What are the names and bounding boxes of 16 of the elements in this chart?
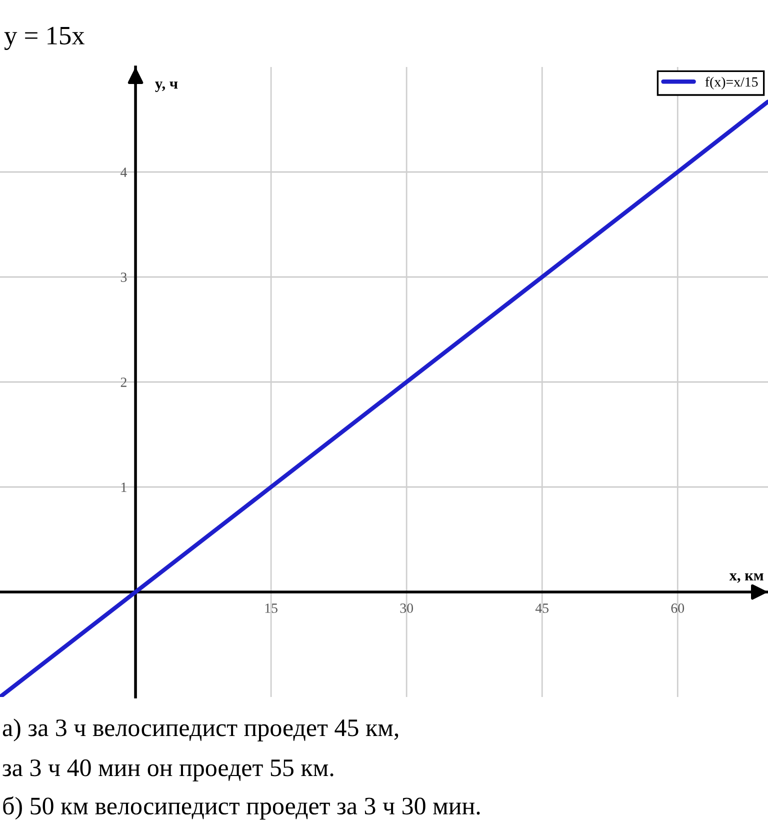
chart-title: y = 15x — [4, 26, 85, 50]
text: б) 50 км велосипедист проедет за 3 ч 30 мин. — [3, 796, 480, 820]
y-axis-title: y, ч — [155, 82, 178, 92]
line-series — [0, 100, 768, 697]
y-tick-label: 1 — [121, 482, 126, 492]
y-tick-label: 4 — [120, 168, 127, 177]
x-tick-label: 30 — [400, 604, 414, 613]
legend-label: f(x)=x/15 — [705, 76, 758, 90]
y-tick-label: 2 — [120, 378, 126, 387]
x-tick-label: 15 — [265, 604, 278, 613]
x-tick-label: 60 — [671, 604, 684, 613]
x-axis-title: x, км — [729, 573, 764, 583]
x-tick-label: 45 — [535, 604, 549, 613]
text: за 3 ч 40 мин он проедет 55 км. — [2, 759, 334, 782]
y-tick-label: 3 — [120, 272, 127, 282]
text: а) за 3 ч велосипедист проедет 45 км, — [2, 718, 398, 742]
